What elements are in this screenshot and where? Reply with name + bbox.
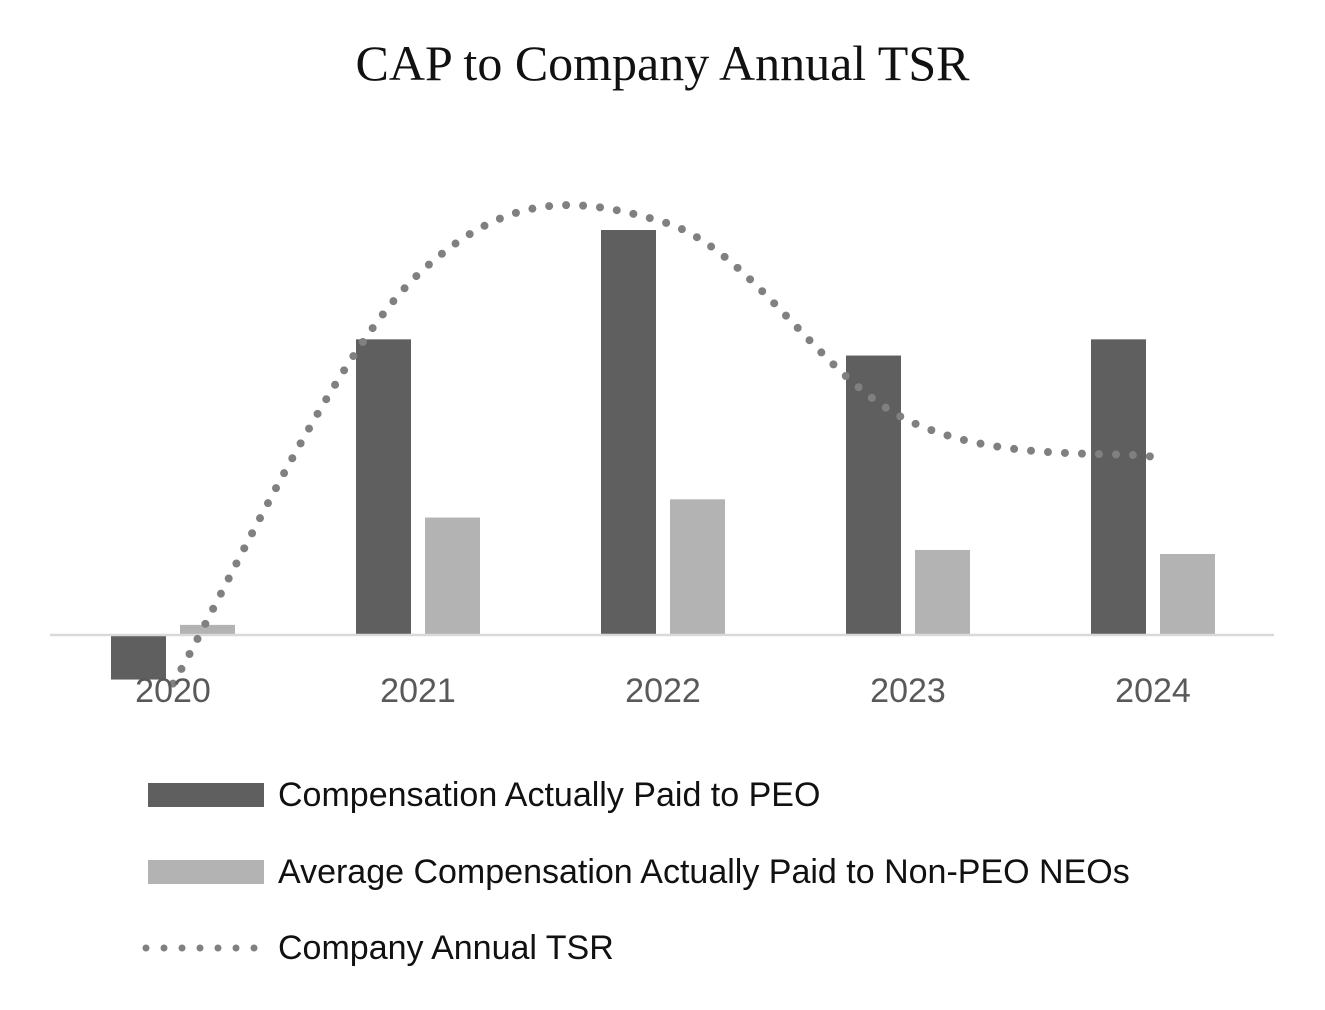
x-tick-label-2022: 2022 xyxy=(625,672,701,710)
x-tick-label-2024: 2024 xyxy=(1115,672,1191,710)
non-peo-bar-2023 xyxy=(915,549,970,635)
peo-bar-2023 xyxy=(846,355,901,635)
legend-swatch-tsr xyxy=(140,936,264,960)
peo-bar-2024 xyxy=(1091,339,1146,635)
legend-item-tsr: Company Annual TSR xyxy=(140,918,1240,978)
peo-bar-2021 xyxy=(356,339,411,635)
chart-plot: 2020 2021 2022 2023 2024 xyxy=(50,201,1274,710)
legend-label-peo: Compensation Actually Paid to PEO xyxy=(278,775,821,814)
non-peo-bar-2024 xyxy=(1160,554,1215,635)
peo-bar-2020 xyxy=(111,635,166,680)
legend-item-non-peo: Average Compensation Actually Paid to No… xyxy=(140,842,1240,902)
x-tick-label-2020: 2020 xyxy=(135,672,211,710)
x-tick-label-2021: 2021 xyxy=(380,672,456,710)
non-peo-bar-2022 xyxy=(670,499,725,635)
chart-title: CAP to Company Annual TSR xyxy=(355,35,970,91)
legend-item-peo: Compensation Actually Paid to PEO xyxy=(140,765,1240,825)
non-peo-bar-2020 xyxy=(180,624,235,635)
legend-label-non-peo: Average Compensation Actually Paid to No… xyxy=(278,852,1130,891)
peo-bar-2022 xyxy=(601,230,656,635)
non-peo-bar-2021 xyxy=(425,517,480,635)
legend-swatch-peo xyxy=(148,783,264,807)
tsr-line xyxy=(169,201,1157,688)
legend-swatch-non-peo xyxy=(148,860,264,884)
x-tick-label-2023: 2023 xyxy=(870,672,946,710)
legend-label-tsr: Company Annual TSR xyxy=(278,928,614,967)
